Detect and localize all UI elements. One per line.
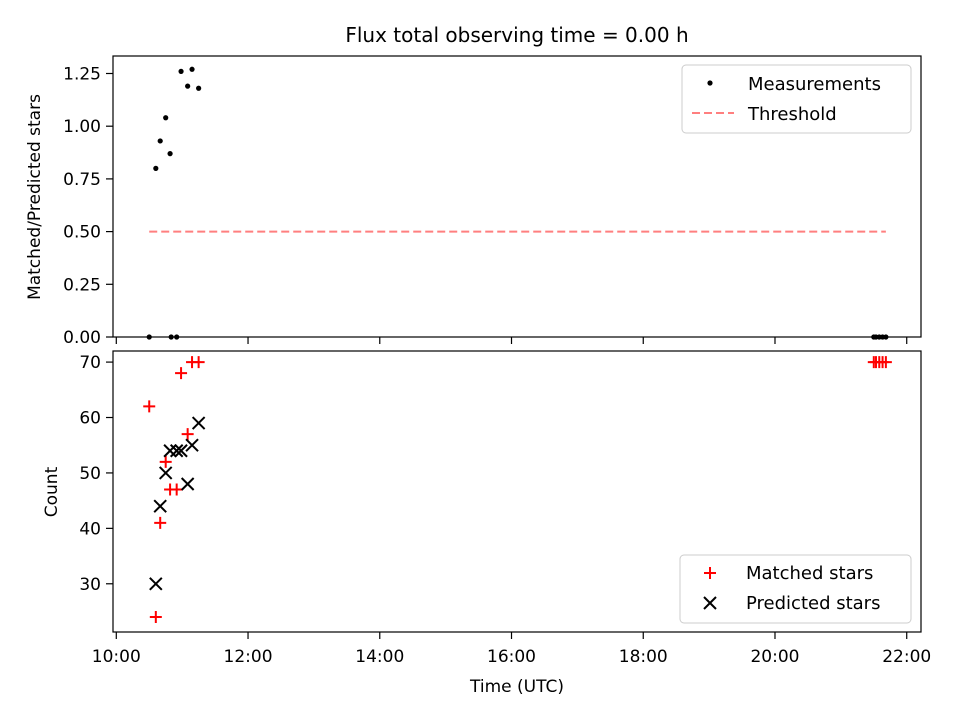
top-y-tick-label: 0.00	[63, 328, 101, 348]
matched-star-point	[879, 356, 892, 369]
legend-matched-marker	[704, 567, 716, 579]
top-y-tick-label: 0.75	[63, 170, 101, 190]
measurement-point	[146, 334, 152, 340]
bottom-y-tick-label: 60	[79, 409, 101, 429]
bottom-data-marks	[143, 356, 892, 624]
measurement-point	[153, 165, 159, 171]
legend-measurements-marker	[707, 80, 713, 86]
chart-title: Flux total observing time = 0.00 h	[345, 23, 688, 47]
matched-star-point	[175, 367, 188, 380]
bottom-y-tick-label: 30	[79, 575, 101, 595]
top-plot-frame	[112, 55, 922, 338]
matched-star-point	[192, 356, 205, 369]
measurement-point	[157, 138, 163, 144]
bottom-plot-frame	[112, 350, 922, 633]
bottom-legend: Matched stars Predicted stars	[679, 554, 912, 624]
top-y-ticks: 0.00 0.25 0.50 0.75 1.00 1.25	[63, 64, 113, 348]
predicted-star-point	[153, 499, 167, 513]
top-y-tick-label: 1.25	[63, 64, 101, 84]
x-tick-label: 16:00	[487, 647, 536, 667]
x-tick-label: 18:00	[619, 647, 668, 667]
matched-star-point	[149, 611, 162, 624]
predicted-star-point	[191, 416, 206, 430]
top-legend-box	[681, 64, 912, 134]
predicted-star-point	[185, 438, 199, 452]
legend-measurements-label: Measurements	[748, 74, 881, 95]
measurement-point	[185, 83, 191, 89]
predicted-star-point	[163, 444, 177, 458]
bottom-y-tick-label: 50	[79, 464, 101, 484]
matched-star-point	[170, 483, 183, 496]
measurement-point	[167, 151, 173, 157]
measurement-point	[189, 66, 195, 72]
x-tick-label: 12:00	[224, 647, 273, 667]
top-x-ticks	[115, 337, 908, 344]
x-tick-label: 14:00	[355, 647, 404, 667]
bottom-y-tick-label: 70	[79, 353, 101, 373]
measurement-point	[196, 85, 202, 91]
predicted-star-point	[169, 444, 184, 458]
predicted-star-point	[149, 577, 163, 591]
predicted-star-point	[180, 477, 195, 491]
top-y-tick-label: 0.50	[63, 223, 101, 243]
bottom-legend-box	[679, 554, 912, 624]
bottom-y-axis-label: Count	[42, 466, 62, 517]
measurement-point	[178, 68, 184, 74]
top-y-axis-label: Matched/Predicted stars	[25, 94, 45, 300]
legend-matched-label: Matched stars	[746, 563, 873, 584]
top-y-tick-label: 1.00	[63, 117, 101, 137]
bottom-y-ticks: 30 40 50 60 70	[79, 353, 113, 595]
bottom-x-ticks: 10:00 12:00 14:00 16:00 18:00 20:00 22:00	[92, 632, 931, 667]
measurement-point	[174, 334, 180, 340]
measurement-point	[883, 334, 889, 340]
measurement-point	[163, 115, 169, 121]
predicted-star-point	[158, 466, 173, 480]
bottom-axes: 30 40 50 60 70 10:00 12:00 14:00 16:00 18:00 20:0…	[42, 350, 931, 697]
x-tick-label: 20:00	[750, 647, 799, 667]
predicted-star-point	[174, 444, 188, 458]
x-tick-label: 10:00	[92, 647, 141, 667]
measurement-point	[168, 334, 174, 340]
legend-predicted-label: Predicted stars	[746, 593, 880, 614]
matched-star-point	[181, 428, 194, 441]
legend-predicted-marker	[703, 596, 717, 610]
matched-star-point	[143, 400, 156, 413]
matched-star-point	[154, 516, 167, 529]
legend-threshold-label: Threshold	[747, 104, 837, 125]
top-axes: 0.00 0.25 0.50 0.75 1.00 1.25 Matched/Predict…	[25, 55, 922, 348]
x-axis-label: Time (UTC)	[469, 677, 564, 697]
x-tick-label: 22:00	[882, 647, 931, 667]
matched-star-point	[159, 455, 172, 468]
bottom-y-tick-label: 40	[79, 519, 101, 539]
top-data-marks	[146, 66, 889, 340]
top-legend: Measurements Threshold	[681, 64, 912, 134]
top-y-tick-label: 0.25	[63, 275, 101, 295]
